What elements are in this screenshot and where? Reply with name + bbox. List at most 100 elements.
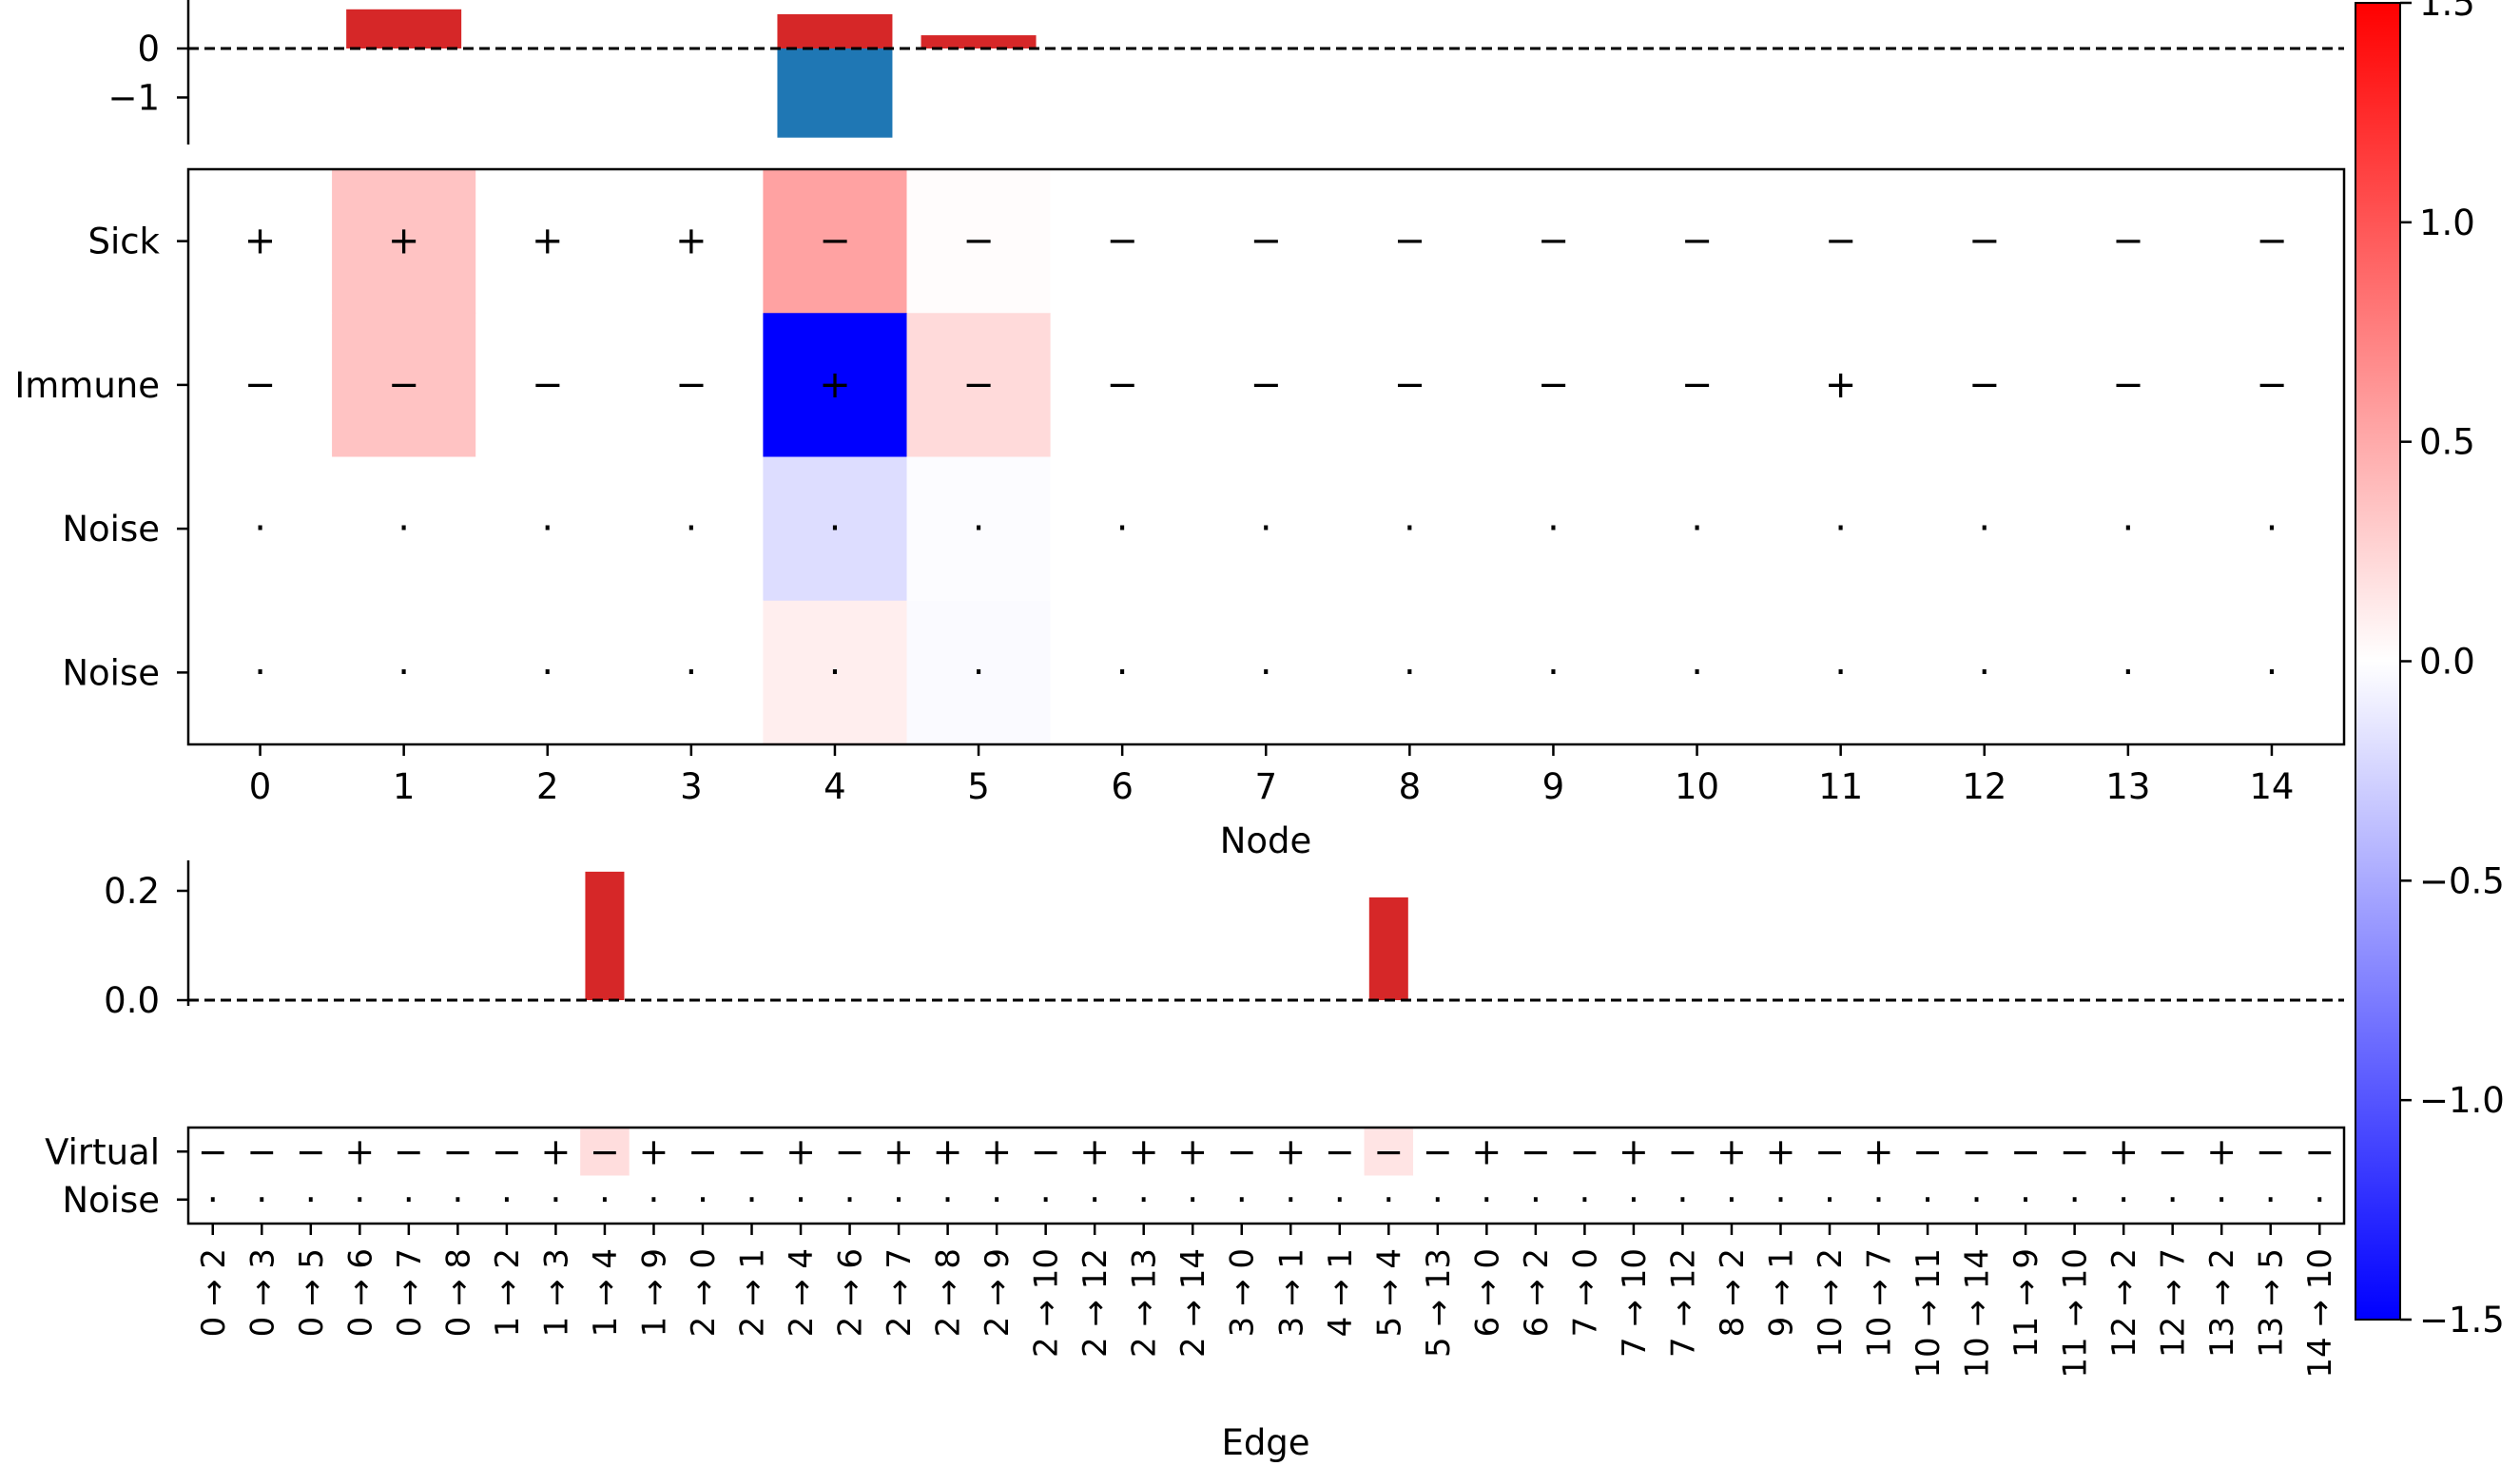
node-bar-positive <box>921 35 1037 48</box>
edge-heat-cell <box>384 1128 435 1177</box>
edge-heat-ylabel: Virtual <box>45 1131 160 1172</box>
edge-heat-symbol: · <box>648 1179 659 1221</box>
node-heat-symbol: − <box>1250 220 1282 263</box>
edge-heat-symbol: − <box>2060 1130 2090 1172</box>
node-heat-symbol: · <box>973 650 985 694</box>
edge-heat-cell <box>1020 1175 1072 1225</box>
node-heat-symbol: − <box>2256 363 2288 407</box>
edge-heat-cell <box>2197 1128 2247 1177</box>
node-heat-symbol: − <box>1394 363 1426 407</box>
node-bar-negative <box>777 48 893 138</box>
node-heat-symbol: − <box>1968 363 2001 407</box>
edge-heat-cell <box>2049 1128 2100 1177</box>
edge-heat-symbol: · <box>1824 1179 1835 1221</box>
node-heat-cell <box>1481 456 1626 602</box>
edge-heat-cell <box>335 1175 385 1225</box>
edge-heat-symbol: + <box>2206 1130 2237 1172</box>
node-heat-symbol: − <box>1106 220 1138 263</box>
edge-heat-xlabel: 3 → 0 <box>1224 1248 1262 1337</box>
edge-heat-cell <box>1462 1175 1512 1225</box>
edge-heat-xlabel: 5 → 4 <box>1370 1248 1408 1337</box>
node-heat-cell <box>763 456 908 602</box>
edge-heat-cell <box>482 1175 533 1225</box>
edge-heat-symbol: · <box>893 1179 904 1221</box>
edge-heat-symbol: · <box>942 1179 954 1221</box>
node-heat-cell <box>1050 313 1195 458</box>
node-heat-symbol: · <box>1547 650 1560 694</box>
edge-heat-cell <box>1951 1128 2002 1177</box>
node-heat-cell <box>1625 169 1770 314</box>
edge-heat-symbol: − <box>296 1130 326 1172</box>
edge-heat-xlabel: 10 → 7 <box>1861 1248 1899 1358</box>
edge-heat-cell <box>678 1175 728 1225</box>
node-heat-cell <box>1912 600 2057 745</box>
edge-heat-xlabel: 2 → 13 <box>1126 1248 1164 1358</box>
edge-heat-xlabel: 10 → 11 <box>1909 1248 1948 1379</box>
node-heat-cell <box>1769 169 1913 314</box>
node-heat-cell <box>332 169 476 314</box>
edge-heat-cell <box>531 1175 581 1225</box>
node-heat-symbol: · <box>1116 507 1129 550</box>
edge-heat-symbol: − <box>835 1130 865 1172</box>
node-heatmap: + + + + − − − − − − − − − − − − − − − + − − − − − − + − − − · · · · · · · · · ·… <box>14 167 2346 861</box>
node-heat-cell <box>1769 600 1913 745</box>
node-heat-xlabel: 0 <box>249 766 272 807</box>
edge-heat-symbol: − <box>590 1130 620 1172</box>
edge-heat-symbol: · <box>403 1179 415 1221</box>
node-heat-cell <box>2056 313 2200 458</box>
edge-heat-symbol: · <box>1922 1179 1933 1221</box>
edge-heat-cell <box>1707 1128 1757 1177</box>
node-heat-symbol: · <box>685 650 697 694</box>
node-heat-cell <box>906 313 1052 458</box>
edge-heat-symbol: + <box>540 1130 571 1172</box>
edge-heat-symbol: · <box>1236 1179 1248 1221</box>
edge-heat-symbol: − <box>1325 1130 1355 1172</box>
edge-heat-xlabel: 10 → 14 <box>1959 1248 1997 1379</box>
edge-heat-symbol: + <box>1619 1130 1649 1172</box>
edge-heat-cell <box>1168 1128 1218 1177</box>
node-heat-cell <box>1337 313 1483 458</box>
edge-heat-symbol: · <box>256 1179 267 1221</box>
node-heat-symbol: − <box>1968 220 2001 263</box>
edge-heat-cell <box>2197 1175 2247 1225</box>
node-heat-cell <box>332 313 476 458</box>
node-heat-cell <box>1912 456 2057 602</box>
node-heat-cell <box>1912 169 2057 314</box>
edge-heat-cell <box>1511 1175 1561 1225</box>
edge-heat-cell <box>1560 1175 1610 1225</box>
edge-heat-cell <box>1657 1175 1708 1225</box>
edge-heat-symbol: · <box>746 1179 757 1221</box>
node-heat-symbol: − <box>962 220 995 263</box>
edge-heat-symbol: · <box>2020 1179 2031 1221</box>
colorbar-tick-label: 1.0 <box>2419 203 2475 243</box>
edge-heat-cell <box>1020 1128 1072 1177</box>
edge-heat-ylabel: Noise <box>62 1180 160 1221</box>
node-heat-symbol: − <box>1250 363 1282 407</box>
edge-heat-cell <box>188 1175 239 1225</box>
node-heat-cell <box>619 169 764 314</box>
node-heat-cell <box>475 313 620 458</box>
edge-heat-cell <box>727 1128 777 1177</box>
node-heat-cell <box>1337 169 1483 314</box>
edge-heat-cell <box>1560 1128 1610 1177</box>
node-heat-cell <box>2200 169 2345 314</box>
node-heat-symbol: · <box>2266 650 2278 694</box>
edge-heat-cell <box>1951 1175 2002 1225</box>
edge-heat-cell <box>1805 1175 1855 1225</box>
edge-heat-xlabel: 2 → 1 <box>734 1248 772 1337</box>
node-heat-cell <box>619 600 764 745</box>
edge-heat-symbol: + <box>344 1130 375 1172</box>
node-heat-cell <box>332 456 476 602</box>
node-heat-xlabel: 10 <box>1675 766 1719 807</box>
edge-heat-xlabel: 8 → 2 <box>1714 1248 1752 1337</box>
edge-heat-xlabel: 2 → 4 <box>783 1248 821 1337</box>
node-heat-cell <box>763 600 908 745</box>
node-heat-xlabel: 6 <box>1111 766 1134 807</box>
edge-heat-cell <box>1903 1128 1953 1177</box>
node-heat-cell <box>1481 169 1626 314</box>
node-heat-cell <box>763 313 908 458</box>
colorbar-tick-label: 1.5 <box>2419 0 2475 24</box>
node-heat-cell <box>2056 169 2200 314</box>
node-heat-symbol: · <box>1691 650 1703 694</box>
node-heat-symbol: − <box>675 363 708 407</box>
